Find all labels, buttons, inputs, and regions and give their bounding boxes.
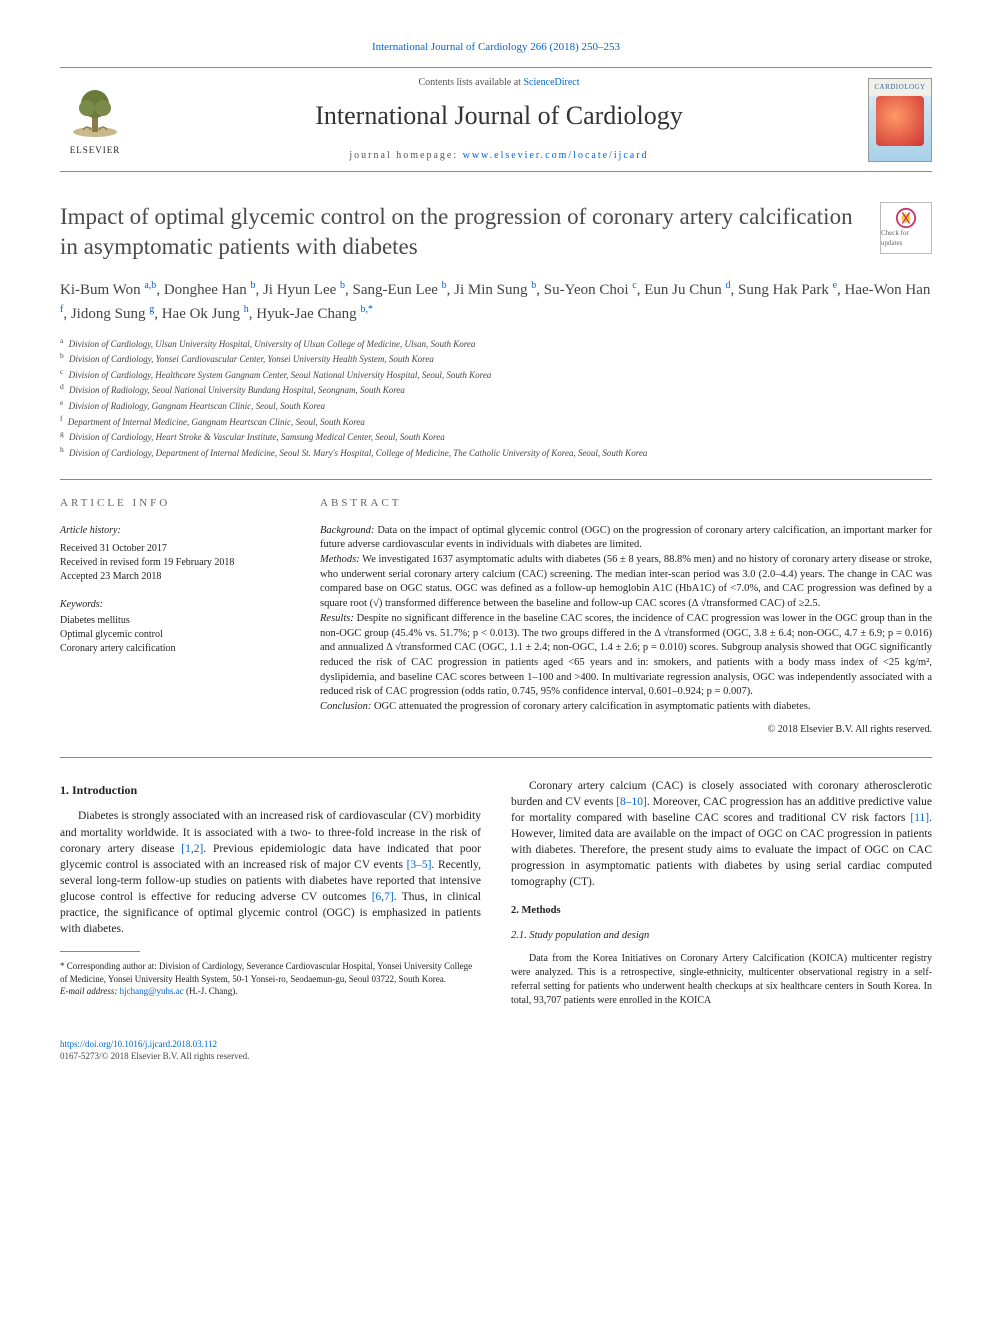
abstract-conclusion-label: Conclusion: (320, 701, 371, 712)
sciencedirect-link[interactable]: ScienceDirect (523, 77, 579, 88)
intro-paragraph-1: Diabetes is strongly associated with an … (60, 808, 481, 937)
body-columns: 1. Introduction Diabetes is strongly ass… (60, 778, 932, 1008)
keyword: Coronary artery calcification (60, 642, 290, 656)
keywords-label: Keywords: (60, 598, 290, 612)
email-suffix: (H.-J. Chang). (184, 986, 238, 996)
affiliation-line: c Division of Cardiology, Healthcare Sys… (60, 367, 932, 382)
contents-prefix: Contents lists available at (418, 77, 523, 88)
crossmark-icon (895, 207, 917, 229)
footnote-separator (60, 951, 140, 952)
email-label: E-mail address: (60, 986, 120, 996)
abstract-methods-text: We investigated 1637 asymptomatic adults… (320, 554, 932, 609)
affiliations-block: a Division of Cardiology, Ulsan Universi… (60, 336, 932, 460)
publisher-logo: ELSEVIER (60, 80, 130, 160)
body-column-right: Coronary artery calcium (CAC) is closely… (511, 778, 932, 1008)
keyword: Optimal glycemic control (60, 628, 290, 642)
abstract-results-label: Results: (320, 613, 354, 624)
journal-cover: CARDIOLOGY (868, 78, 932, 162)
affiliation-line: h Division of Cardiology, Department of … (60, 445, 932, 460)
title-row: Impact of optimal glycemic control on th… (60, 202, 932, 262)
divider (60, 757, 932, 758)
affiliation-line: b Division of Cardiology, Yonsei Cardiov… (60, 351, 932, 366)
top-citation: International Journal of Cardiology 266 … (60, 40, 932, 55)
article-info: article info Article history: Received 3… (60, 496, 290, 736)
check-updates-label: Check for updates (881, 229, 931, 249)
abstract-conclusion-text: OGC attenuated the progression of corona… (371, 701, 810, 712)
abstract-conclusion: Conclusion: OGC attenuated the progressi… (320, 700, 932, 715)
methods-heading: 2. Methods (511, 904, 932, 919)
affiliation-line: d Division of Radiology, Seoul National … (60, 382, 932, 397)
history-line: Received in revised form 19 February 201… (60, 556, 290, 570)
history-line: Accepted 23 March 2018 (60, 570, 290, 584)
email-link[interactable]: hjchang@yuhs.ac (120, 986, 184, 996)
methods-sub-heading: 2.1. Study population and design (511, 929, 932, 944)
page-footer: https://doi.org/10.1016/j.ijcard.2018.03… (60, 1038, 932, 1063)
journal-cover-title: CARDIOLOGY (874, 83, 925, 93)
abstract-block: abstract Background: Data on the impact … (320, 496, 932, 736)
journal-cover-image (876, 96, 924, 146)
affiliation-line: a Division of Cardiology, Ulsan Universi… (60, 336, 932, 351)
article-info-heading: article info (60, 496, 290, 511)
body-column-left: 1. Introduction Diabetes is strongly ass… (60, 778, 481, 1008)
abstract-copyright: © 2018 Elsevier B.V. All rights reserved… (320, 723, 932, 737)
issn-copyright: 0167-5273/© 2018 Elsevier B.V. All right… (60, 1051, 249, 1061)
corresponding-author-footnote: * Corresponding author at: Division of C… (60, 960, 481, 985)
abstract-bg-text: Data on the impact of optimal glycemic c… (320, 525, 932, 551)
abstract-methods-label: Methods: (320, 554, 360, 565)
keyword: Diabetes mellitus (60, 614, 290, 628)
abstract-results: Results: Despite no significant differen… (320, 612, 932, 700)
abstract-results-text: Despite no significant difference in the… (320, 613, 932, 697)
journal-homepage-line: journal homepage: www.elsevier.com/locat… (150, 149, 848, 163)
methods-paragraph-1: Data from the Korea Initiatives on Coron… (511, 952, 932, 1008)
abstract-heading: abstract (320, 496, 932, 511)
intro-paragraph-2: Coronary artery calcium (CAC) is closely… (511, 778, 932, 891)
abstract-methods: Methods: We investigated 1637 asymptomat… (320, 553, 932, 612)
abstract-background: Background: Data on the impact of optima… (320, 524, 932, 553)
journal-name: International Journal of Cardiology (150, 98, 848, 134)
affiliation-line: f Department of Internal Medicine, Gangn… (60, 414, 932, 429)
authors-line: Ki-Bum Won a,b, Donghee Han b, Ji Hyun L… (60, 278, 932, 326)
history-line: Received 31 October 2017 (60, 542, 290, 556)
info-abstract-row: article info Article history: Received 3… (60, 479, 932, 736)
homepage-prefix: journal homepage: (349, 150, 462, 161)
journal-header: ELSEVIER Contents lists available at Sci… (60, 67, 932, 171)
abstract-bg-label: Background: (320, 525, 374, 536)
publisher-name: ELSEVIER (70, 144, 121, 157)
elsevier-tree-icon (65, 82, 125, 142)
intro-heading: 1. Introduction (60, 782, 481, 799)
footer-left: https://doi.org/10.1016/j.ijcard.2018.03… (60, 1038, 249, 1063)
history-label: Article history: (60, 524, 290, 538)
email-footnote: E-mail address: hjchang@yuhs.ac (H.-J. C… (60, 985, 481, 998)
top-citation-link[interactable]: International Journal of Cardiology 266 … (372, 41, 620, 53)
article-title: Impact of optimal glycemic control on th… (60, 202, 860, 262)
journal-homepage-link[interactable]: www.elsevier.com/locate/ijcard (463, 150, 649, 161)
affiliation-line: g Division of Cardiology, Heart Stroke &… (60, 429, 932, 444)
header-center: Contents lists available at ScienceDirec… (130, 76, 868, 162)
contents-line: Contents lists available at ScienceDirec… (150, 76, 848, 90)
doi-link[interactable]: https://doi.org/10.1016/j.ijcard.2018.03… (60, 1039, 217, 1049)
check-updates-badge[interactable]: Check for updates (880, 202, 932, 254)
affiliation-line: e Division of Radiology, Gangnam Heartsc… (60, 398, 932, 413)
